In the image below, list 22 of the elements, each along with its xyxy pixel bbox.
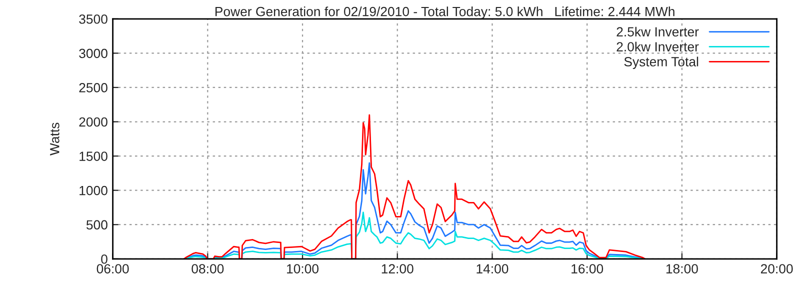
x-tick-label: 06:00	[96, 264, 129, 274]
x-tick-label: 10:00	[287, 264, 319, 274]
y-tick-label: 3000	[79, 48, 108, 58]
x-tick-label: 12:00	[382, 264, 414, 274]
legend-label: System Total	[624, 56, 698, 69]
x-tick-label: 20:00	[760, 264, 793, 274]
legend-label: 2.5kw Inverter	[616, 26, 699, 37]
x-tick-label: 18:00	[666, 264, 698, 274]
y-tick-label: 2000	[79, 117, 108, 127]
y-tick-label: 1500	[80, 152, 108, 161]
y-tick-label: 500	[86, 220, 108, 230]
x-tick-label: 08:00	[192, 264, 224, 274]
line-series	[183, 114, 646, 259]
y-tick-label: 3500	[79, 14, 108, 24]
legend-label: 2.0kw Inverter	[616, 42, 699, 52]
chart-title: Power Generation for 02/19/2010 - Total Today: 5.0 kWh Lifetime: 2.444 MWh	[215, 6, 674, 19]
y-tick-label: 2500	[79, 83, 108, 92]
y-axis-title: Watts	[50, 122, 60, 156]
x-tick-label: 16:00	[572, 264, 604, 274]
y-tick-label: 0	[101, 254, 108, 264]
x-tick-label: 14:00	[476, 264, 508, 274]
y-tick-label: 1000	[80, 186, 108, 196]
